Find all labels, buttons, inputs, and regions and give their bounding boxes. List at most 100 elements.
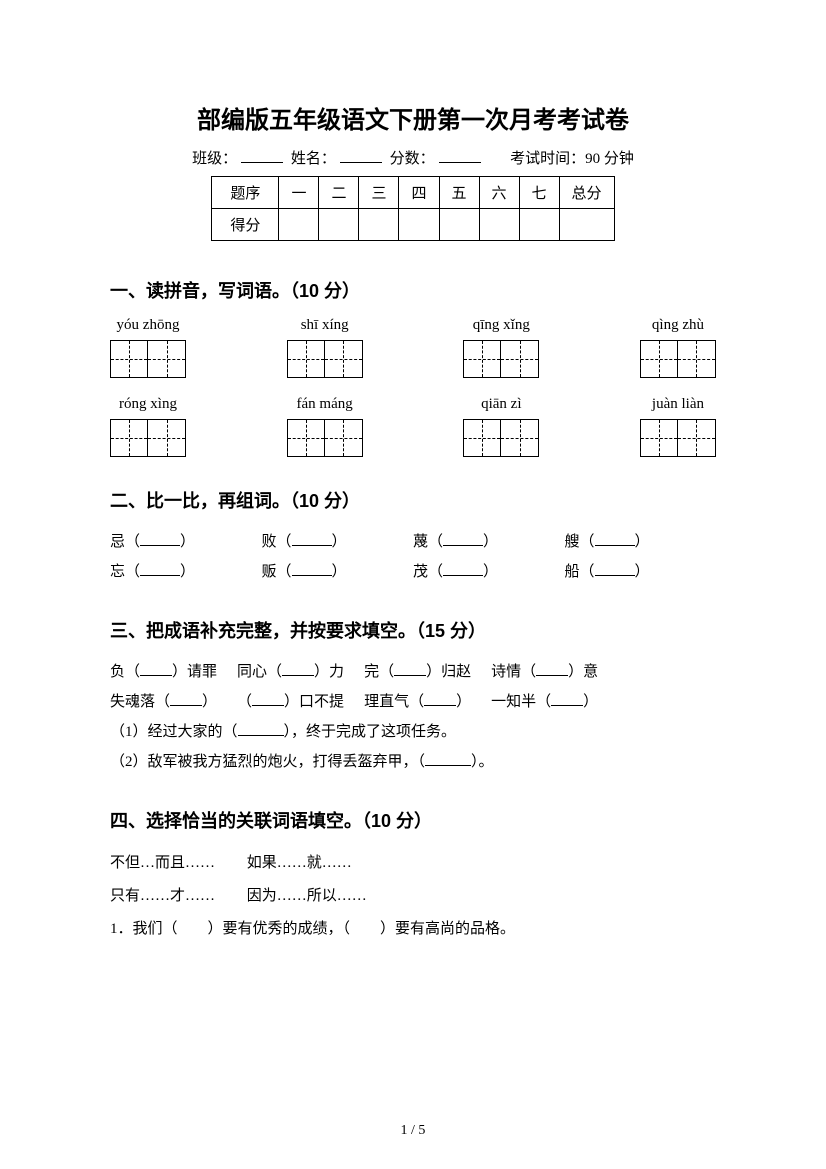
pinyin-label: shī xíng [287, 317, 363, 334]
exam-info-line: 班级： 姓名： 分数： 考试时间：90 分钟 [110, 147, 716, 168]
answer-blank[interactable] [551, 705, 583, 706]
answer-blank[interactable] [140, 675, 172, 676]
compare-item: 忌（） [110, 527, 262, 557]
class-label: 班级： [192, 151, 237, 167]
compare-item: 船（） [565, 557, 717, 587]
answer-blank[interactable] [424, 705, 456, 706]
char-box[interactable] [325, 419, 363, 457]
idiom-block: 负（）请罪 同心（）力 完（）归赵 诗情（）意 失魂落（） （）口不提 理直气（… [110, 657, 716, 777]
score-cell[interactable] [479, 209, 519, 241]
header-cell: 总分 [559, 177, 614, 209]
char-box[interactable] [463, 340, 501, 378]
answer-blank[interactable] [443, 575, 483, 576]
char-box[interactable] [678, 340, 716, 378]
header-cell: 题序 [212, 177, 279, 209]
idiom-q2: （2）敌军被我方猛烈的炮火，打得丢盔弃甲，（）。 [110, 747, 716, 777]
score-cell[interactable] [399, 209, 439, 241]
header-cell: 六 [479, 177, 519, 209]
conj-options-row2: 只有……才…… 因为……所以…… [110, 880, 716, 913]
pinyin-row-2: róng xìng fán máng qiān zì juàn liàn [110, 396, 716, 457]
char-box[interactable] [148, 340, 186, 378]
conj-option: 只有……才…… [110, 888, 215, 904]
answer-blank[interactable] [252, 705, 284, 706]
section2-title: 二、比一比，再组词。（10 分） [110, 487, 716, 513]
answer-blank[interactable] [595, 575, 635, 576]
idiom-line-2: 失魂落（） （）口不提 理直气（） 一知半（） [110, 687, 716, 717]
char-box[interactable] [501, 419, 539, 457]
header-cell: 三 [359, 177, 399, 209]
score-cell[interactable] [519, 209, 559, 241]
answer-blank[interactable] [140, 545, 180, 546]
conj-q1: 1．我们（ ）要有优秀的成绩，（ ）要有高尚的品格。 [110, 913, 716, 946]
compare-item: 败（） [262, 527, 414, 557]
compare-item: 茂（） [413, 557, 565, 587]
compare-item: 蔑（） [413, 527, 565, 557]
score-cell[interactable] [439, 209, 479, 241]
score-table-header-row: 题序 一 二 三 四 五 六 七 总分 [212, 177, 614, 209]
score-blank[interactable] [439, 162, 481, 163]
answer-blank[interactable] [425, 765, 471, 766]
header-cell: 二 [319, 177, 359, 209]
char-box[interactable] [287, 340, 325, 378]
score-cell[interactable] [559, 209, 614, 241]
name-blank[interactable] [340, 162, 382, 163]
answer-blank[interactable] [443, 545, 483, 546]
answer-blank[interactable] [292, 575, 332, 576]
row-label: 得分 [212, 209, 279, 241]
char-box[interactable] [640, 340, 678, 378]
answer-blank[interactable] [536, 675, 568, 676]
char-box[interactable] [110, 340, 148, 378]
pinyin-item: juàn liàn [640, 396, 716, 457]
conj-options-row1: 不但…而且…… 如果……就…… [110, 847, 716, 880]
class-blank[interactable] [241, 162, 283, 163]
score-cell[interactable] [319, 209, 359, 241]
conjunction-block: 不但…而且…… 如果……就…… 只有……才…… 因为……所以…… 1．我们（ ）… [110, 847, 716, 946]
name-label: 姓名： [291, 151, 336, 167]
compare-grid: 忌（） 败（） 蔑（） 艘（） 忘（） 贩（） 茂（） 船（） [110, 527, 716, 587]
conj-option: 不但…而且…… [110, 855, 215, 871]
pinyin-item: qìng zhù [640, 317, 716, 378]
time-label: 考试时间：90 分钟 [510, 151, 634, 167]
char-box[interactable] [325, 340, 363, 378]
score-table: 题序 一 二 三 四 五 六 七 总分 得分 [211, 176, 614, 241]
pinyin-label: yóu zhōng [110, 317, 186, 334]
page-number: 1 / 5 [0, 1123, 826, 1139]
section1-title: 一、读拼音，写词语。（10 分） [110, 277, 716, 303]
conj-option: 如果……就…… [247, 855, 352, 871]
conj-option: 因为……所以…… [247, 888, 367, 904]
answer-blank[interactable] [292, 545, 332, 546]
char-box[interactable] [640, 419, 678, 457]
section4-title: 四、选择恰当的关联词语填空。（10 分） [110, 807, 716, 833]
char-box[interactable] [148, 419, 186, 457]
score-cell[interactable] [279, 209, 319, 241]
section3-title: 三、把成语补充完整，并按要求填空。（15 分） [110, 617, 716, 643]
answer-blank[interactable] [595, 545, 635, 546]
pinyin-label: qīng xǐng [463, 317, 539, 334]
answer-blank[interactable] [140, 575, 180, 576]
answer-blank[interactable] [394, 675, 426, 676]
pinyin-row-1: yóu zhōng shī xíng qīng xǐng qìng zhù [110, 317, 716, 378]
answer-blank[interactable] [238, 735, 284, 736]
pinyin-item: róng xìng [110, 396, 186, 457]
idiom-line-1: 负（）请罪 同心（）力 完（）归赵 诗情（）意 [110, 657, 716, 687]
char-box[interactable] [463, 419, 501, 457]
pinyin-label: qiān zì [463, 396, 539, 413]
score-cell[interactable] [359, 209, 399, 241]
char-box[interactable] [287, 419, 325, 457]
answer-blank[interactable] [282, 675, 314, 676]
answer-blank[interactable] [170, 705, 202, 706]
header-cell: 七 [519, 177, 559, 209]
compare-item: 忘（） [110, 557, 262, 587]
header-cell: 四 [399, 177, 439, 209]
pinyin-label: qìng zhù [640, 317, 716, 334]
score-table-score-row: 得分 [212, 209, 614, 241]
pinyin-label: fán máng [287, 396, 363, 413]
idiom-q1: （1）经过大家的（），终于完成了这项任务。 [110, 717, 716, 747]
pinyin-item: fán máng [287, 396, 363, 457]
char-box[interactable] [501, 340, 539, 378]
header-cell: 五 [439, 177, 479, 209]
char-box[interactable] [110, 419, 148, 457]
char-box[interactable] [678, 419, 716, 457]
pinyin-item: qiān zì [463, 396, 539, 457]
compare-item: 艘（） [565, 527, 717, 557]
